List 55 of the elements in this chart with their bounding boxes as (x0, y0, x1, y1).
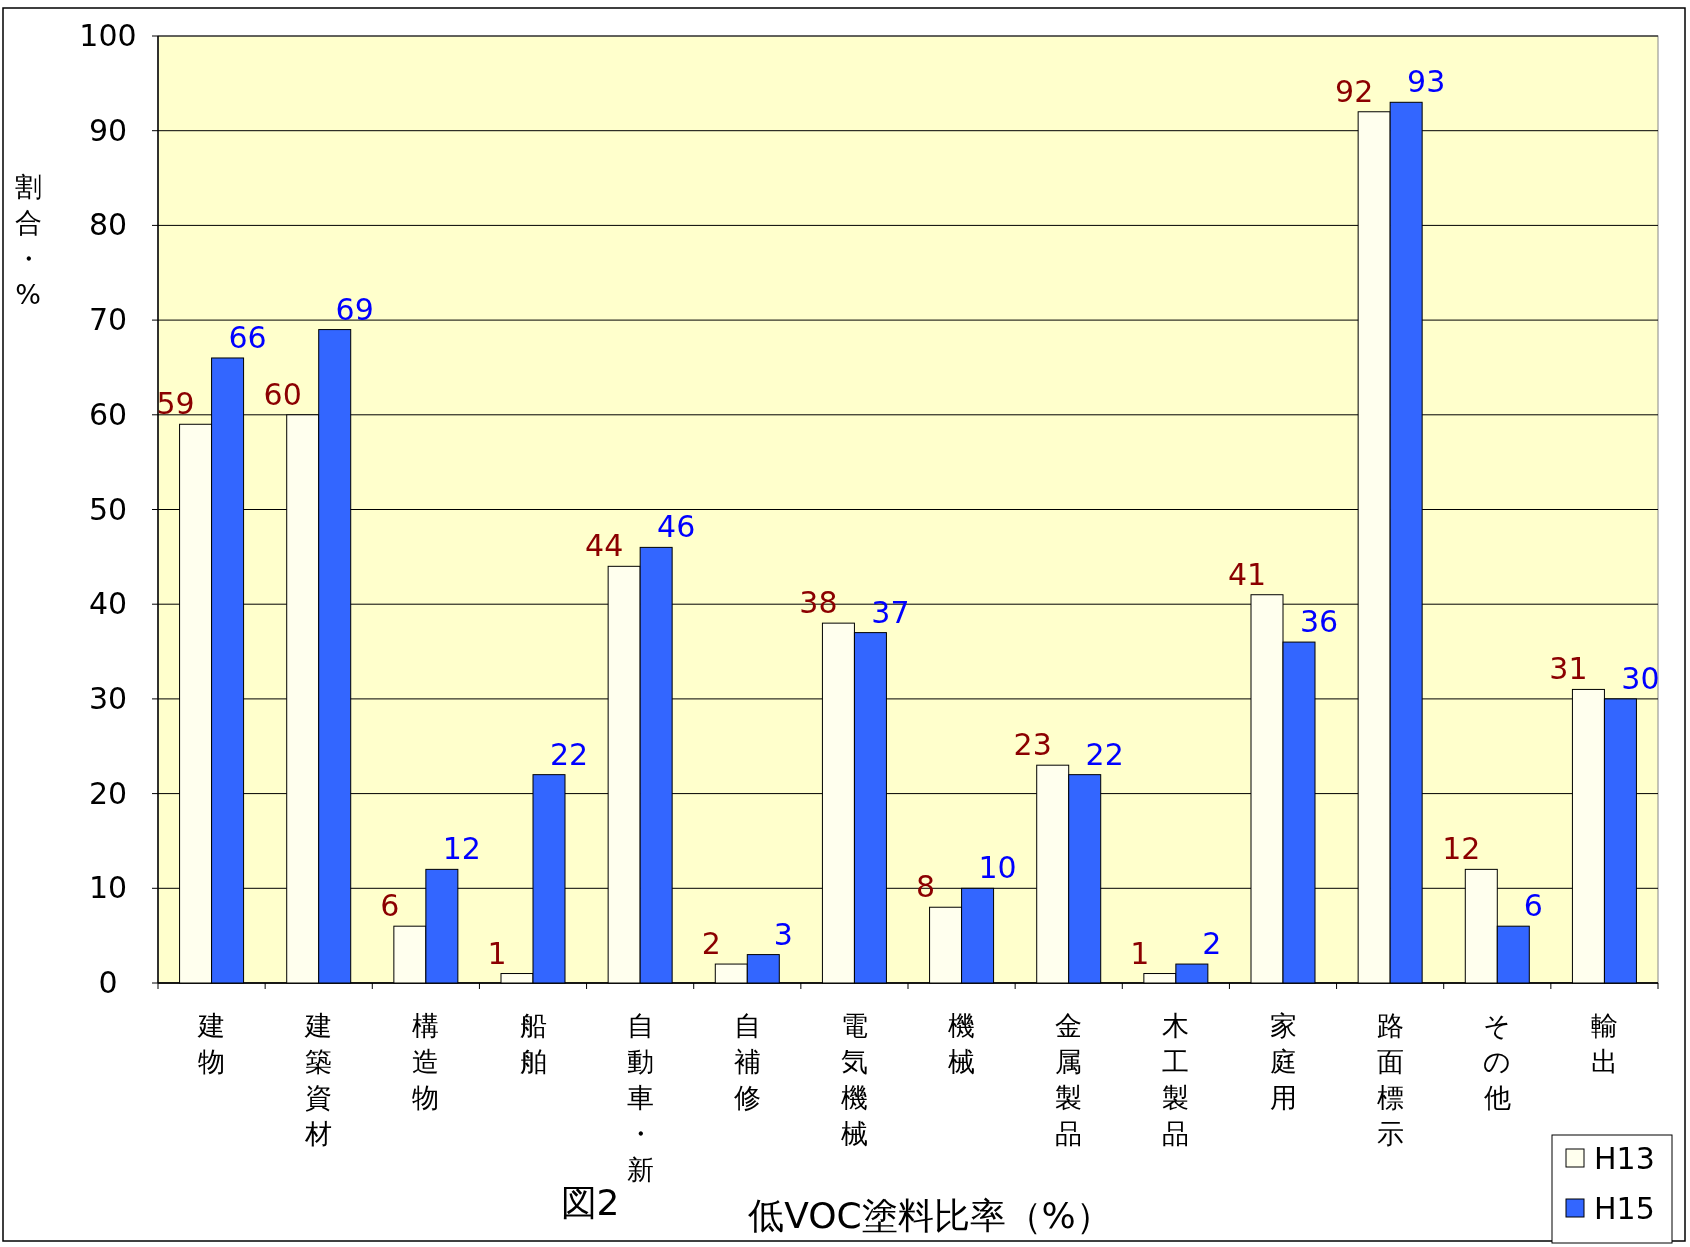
data-label: 37 (871, 594, 910, 630)
y-tick-label: 20 (88, 775, 128, 811)
y-tick-label: 10 (88, 870, 128, 906)
x-tick-label: 船舶 (519, 1010, 547, 1077)
data-label: 46 (657, 509, 696, 545)
x-tick-label: 輸出 (1590, 1010, 1618, 1077)
x-tick-label: 建物 (197, 1010, 226, 1077)
data-label: 30 (1621, 660, 1660, 696)
y-axis-title: 割合・% (14, 171, 42, 310)
x-tick-label: 自補修 (733, 1010, 761, 1113)
data-label: 66 (228, 319, 267, 355)
x-tick-label: 建築資材 (304, 1010, 333, 1149)
y-tick-label: 60 (88, 396, 128, 432)
data-label: 44 (585, 528, 624, 564)
legend-label: H13 (1594, 1141, 1655, 1176)
data-label: 6 (380, 888, 400, 924)
data-label: 2 (701, 926, 721, 962)
y-tick-label: 40 (88, 586, 128, 622)
y-tick-label: 90 (88, 112, 128, 148)
data-label: 1 (487, 935, 507, 971)
data-label: 22 (1085, 736, 1124, 772)
x-tick-label: 構造物 (412, 1010, 440, 1113)
data-label: 6 (1523, 888, 1543, 924)
data-label: 60 (263, 376, 302, 412)
y-tick-label: 0 (98, 965, 118, 1000)
y-tick-label: 80 (88, 207, 128, 243)
data-label: 12 (1442, 831, 1481, 867)
data-label: 12 (442, 831, 481, 867)
y-tick-label: 70 (88, 302, 128, 338)
data-label: 23 (1013, 727, 1052, 763)
x-tick-label: 家庭用 (1269, 1010, 1297, 1113)
data-label: 3 (773, 916, 793, 952)
data-label: 1 (1130, 935, 1150, 971)
x-tick-label: 木工製品 (1162, 1010, 1190, 1149)
x-tick-label: 機械 (948, 1010, 976, 1077)
y-tick-label: 50 (88, 491, 128, 527)
x-tick-label: 電気機械 (840, 1010, 868, 1149)
data-label: 41 (1227, 556, 1267, 592)
x-tick-label: 金属製品 (1055, 1010, 1083, 1149)
y-tick-label: 30 (88, 680, 128, 716)
text: 図2 (560, 1182, 620, 1223)
y-tick-label: 100 (79, 18, 137, 53)
x-tick-label: 路面標示 (1376, 1010, 1404, 1149)
text: 低VOC塗料比率（%） (748, 1195, 1112, 1236)
data-label: 69 (335, 291, 374, 327)
x-tick-label: 自動車・新 (626, 1010, 654, 1185)
x-tick-label: その他 (1483, 1010, 1512, 1113)
data-label: 31 (1549, 651, 1588, 687)
data-label: 2 (1202, 926, 1222, 962)
data-label: 22 (549, 736, 589, 772)
data-label: 10 (978, 850, 1017, 886)
legend-label: H15 (1594, 1191, 1655, 1226)
data-label: 36 (1299, 604, 1339, 640)
data-label: 92 (1335, 73, 1374, 109)
data-label: 93 (1407, 64, 1446, 100)
